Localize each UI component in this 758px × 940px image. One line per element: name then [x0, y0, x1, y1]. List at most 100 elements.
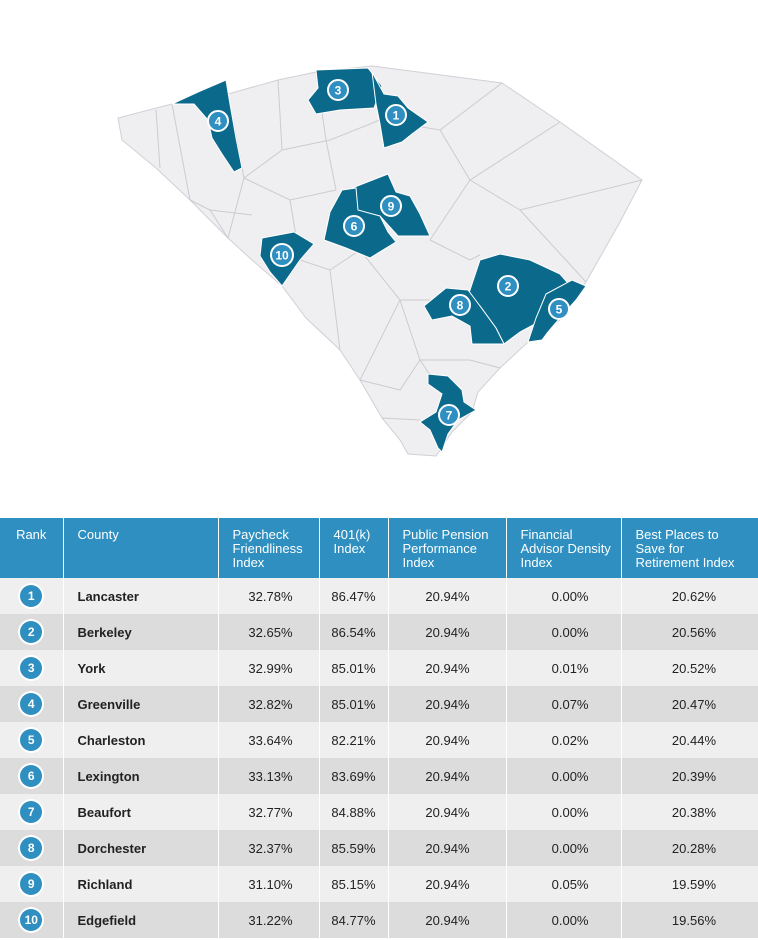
k401-cell: 84.88%	[319, 794, 389, 830]
table-row: 9 Richland 31.10% 85.15% 20.94% 0.05% 19…	[0, 866, 758, 902]
rank-badge: 4	[20, 693, 43, 715]
county-borders	[155, 71, 643, 421]
k401-cell: 83.69%	[319, 758, 389, 794]
table-body: 1 Lancaster 32.78% 86.47% 20.94% 0.00% 2…	[0, 578, 758, 938]
county-cell: Edgefield	[63, 902, 219, 938]
map-marker-rank-9: 9	[380, 195, 402, 217]
marker-label: 4	[215, 115, 222, 129]
k401-cell: 86.54%	[319, 614, 389, 650]
pension-cell: 20.94%	[388, 722, 507, 758]
rank-cell: 4	[0, 686, 64, 722]
advisor-cell: 0.00%	[506, 758, 622, 794]
rank-badge: 6	[20, 765, 43, 787]
k401-cell: 82.21%	[319, 722, 389, 758]
county-cell: Lexington	[63, 758, 219, 794]
best-cell: 20.52%	[621, 650, 758, 686]
advisor-cell: 0.00%	[506, 794, 622, 830]
best-cell: 20.39%	[621, 758, 758, 794]
map-marker-rank-2: 2	[497, 275, 519, 297]
header-paycheck: Paycheck Friendliness Index	[218, 518, 320, 578]
advisor-cell: 0.00%	[506, 614, 622, 650]
map-marker-rank-6: 6	[343, 215, 365, 237]
header-best: Best Places to Save for Retirement Index	[621, 518, 758, 578]
marker-label: 10	[275, 249, 289, 263]
pension-cell: 20.94%	[388, 794, 507, 830]
map-marker-rank-3: 3	[327, 79, 349, 101]
map-marker-rank-4: 4	[207, 110, 229, 132]
advisor-cell: 0.07%	[506, 686, 622, 722]
paycheck-cell: 32.77%	[218, 794, 320, 830]
header-rank: Rank	[0, 518, 64, 578]
k401-cell: 85.01%	[319, 686, 389, 722]
marker-label: 2	[505, 280, 512, 294]
map-marker-rank-1: 1	[385, 104, 407, 126]
rank-cell: 5	[0, 722, 64, 758]
paycheck-cell: 32.78%	[218, 578, 320, 614]
map-marker-rank-10: 10	[270, 243, 294, 267]
table-row: 6 Lexington 33.13% 83.69% 20.94% 0.00% 2…	[0, 758, 758, 794]
map-marker-rank-5: 5	[548, 298, 570, 320]
header-401k: 401(k) Index	[319, 518, 389, 578]
table-row: 2 Berkeley 32.65% 86.54% 20.94% 0.00% 20…	[0, 614, 758, 650]
rank-badge: 7	[20, 801, 43, 823]
table-row: 10 Edgefield 31.22% 84.77% 20.94% 0.00% …	[0, 902, 758, 938]
header-pension: Public Pension Performance Index	[388, 518, 507, 578]
table-row: 4 Greenville 32.82% 85.01% 20.94% 0.07% …	[0, 686, 758, 722]
south-carolina-map: 3 1 4 9 6 10 2	[117, 65, 643, 457]
pension-cell: 20.94%	[388, 830, 507, 866]
advisor-cell: 0.00%	[506, 902, 622, 938]
paycheck-cell: 33.13%	[218, 758, 320, 794]
pension-cell: 20.94%	[388, 686, 507, 722]
rank-cell: 10	[0, 902, 64, 938]
county-cell: Lancaster	[63, 578, 219, 614]
county-cell: Charleston	[63, 722, 219, 758]
table-row: 3 York 32.99% 85.01% 20.94% 0.01% 20.52%	[0, 650, 758, 686]
county-cell: Richland	[63, 866, 219, 902]
table-row: 1 Lancaster 32.78% 86.47% 20.94% 0.00% 2…	[0, 578, 758, 614]
marker-label: 1	[393, 109, 400, 123]
paycheck-cell: 32.82%	[218, 686, 320, 722]
map-marker-rank-7: 7	[438, 404, 460, 426]
paycheck-cell: 32.65%	[218, 614, 320, 650]
rank-cell: 6	[0, 758, 64, 794]
rank-badge: 2	[20, 621, 43, 643]
county-cell: Berkeley	[63, 614, 219, 650]
rank-badge: 8	[20, 837, 43, 859]
county-cell: York	[63, 650, 219, 686]
rank-cell: 9	[0, 866, 64, 902]
k401-cell: 84.77%	[319, 902, 389, 938]
marker-label: 5	[556, 303, 563, 317]
marker-label: 8	[457, 299, 464, 313]
best-cell: 19.56%	[621, 902, 758, 938]
marker-label: 9	[388, 200, 395, 214]
best-cell: 20.38%	[621, 794, 758, 830]
best-cell: 20.62%	[621, 578, 758, 614]
pension-cell: 20.94%	[388, 614, 507, 650]
table-row: 5 Charleston 33.64% 82.21% 20.94% 0.02% …	[0, 722, 758, 758]
map-marker-rank-8: 8	[449, 294, 471, 316]
pension-cell: 20.94%	[388, 902, 507, 938]
advisor-cell: 0.05%	[506, 866, 622, 902]
rank-badge: 5	[20, 729, 43, 751]
county-cell: Dorchester	[63, 830, 219, 866]
pension-cell: 20.94%	[388, 578, 507, 614]
rank-badge: 1	[20, 585, 43, 607]
header-advisor: Financial Advisor Density Index	[506, 518, 622, 578]
best-cell: 19.59%	[621, 866, 758, 902]
k401-cell: 86.47%	[319, 578, 389, 614]
pension-cell: 20.94%	[388, 650, 507, 686]
advisor-cell: 0.00%	[506, 830, 622, 866]
paycheck-cell: 31.22%	[218, 902, 320, 938]
best-cell: 20.56%	[621, 614, 758, 650]
best-cell: 20.28%	[621, 830, 758, 866]
paycheck-cell: 31.10%	[218, 866, 320, 902]
paycheck-cell: 32.99%	[218, 650, 320, 686]
header-county: County	[63, 518, 219, 578]
k401-cell: 85.59%	[319, 830, 389, 866]
county-cell: Greenville	[63, 686, 219, 722]
rank-cell: 1	[0, 578, 64, 614]
map-svg: 3 1 4 9 6 10 2	[117, 65, 643, 457]
marker-label: 6	[351, 220, 358, 234]
pension-cell: 20.94%	[388, 866, 507, 902]
advisor-cell: 0.02%	[506, 722, 622, 758]
